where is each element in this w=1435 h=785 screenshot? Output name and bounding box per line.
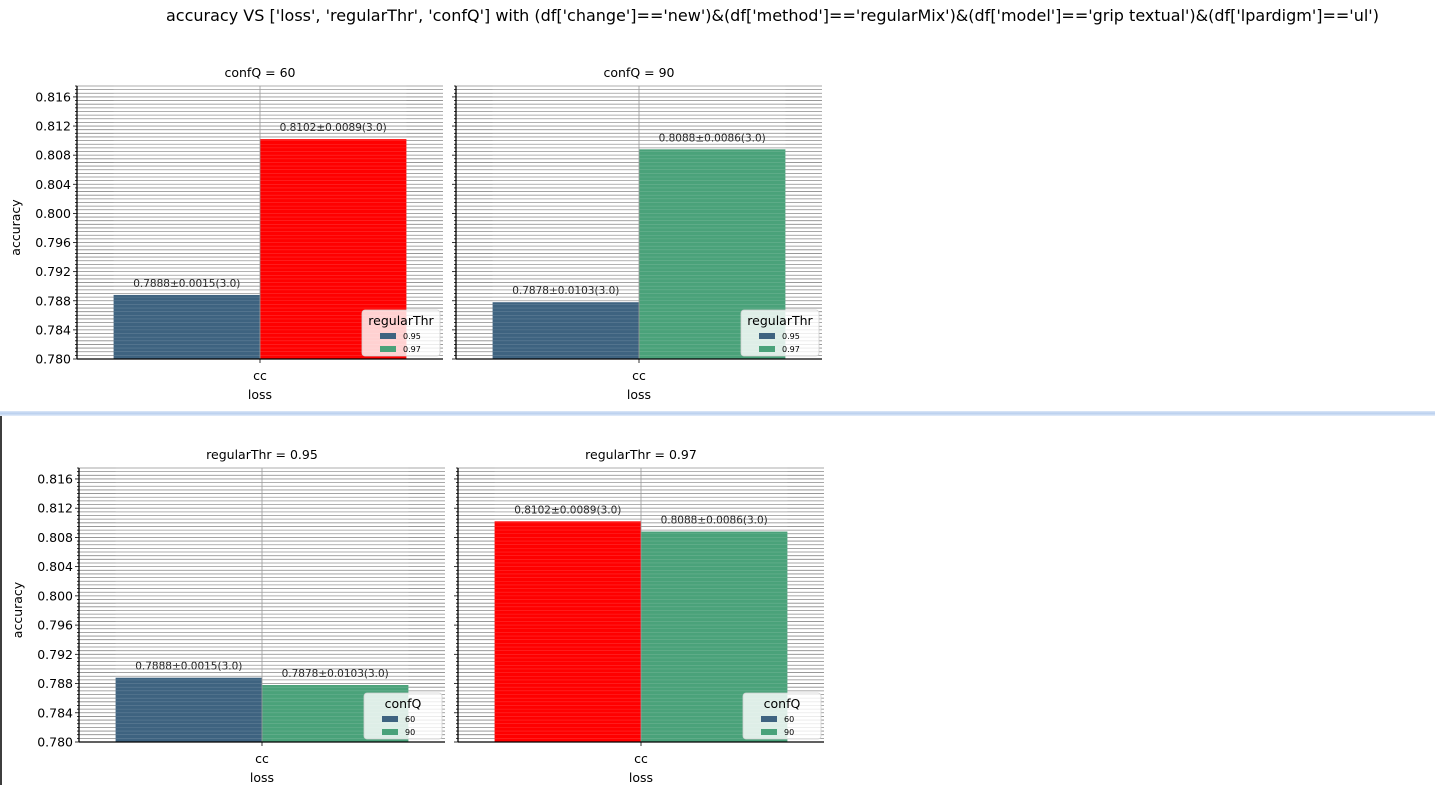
chart-panel-1: 0.7888±0.0015(3.0) 0.8102±0.0089(3.0) 0.78… <box>8 65 443 402</box>
legend-swatch <box>761 716 777 722</box>
legend: regularThr 0.95 0.97 <box>361 309 441 357</box>
legend-swatch <box>380 346 396 352</box>
y-tick-label: 0.804 <box>37 559 73 574</box>
x-tick-label: cc <box>253 368 267 383</box>
y-tick-label: 0.792 <box>37 647 73 662</box>
legend-label: 90 <box>784 728 794 737</box>
bar-value-label: 0.7878±0.0103(3.0) <box>512 285 619 297</box>
y-axis-label: accuracy <box>10 581 25 638</box>
bar-value-label: 0.7888±0.0015(3.0) <box>135 661 242 673</box>
legend-label: 0.95 <box>782 332 800 341</box>
x-tick-label: cc <box>634 751 648 766</box>
bar-value-label: 0.7888±0.0015(3.0) <box>133 278 240 290</box>
bar-value-label: 0.7878±0.0103(3.0) <box>282 668 389 680</box>
y-tick-label: 0.788 <box>35 293 71 308</box>
y-tick-label: 0.784 <box>37 705 73 720</box>
subplot-title: regularThr = 0.95 <box>206 447 318 462</box>
x-axis-label: loss <box>248 387 272 402</box>
chart-panel-4: 0.8102±0.0089(3.0) 0.8088±0.0086(3.0) cc lo… <box>454 447 824 785</box>
bar-value-label: 0.8088±0.0086(3.0) <box>661 515 768 527</box>
legend-box <box>361 309 441 357</box>
bar-0.95 <box>492 302 639 359</box>
subplot-title: confQ = 60 <box>224 65 295 80</box>
legend-label: 60 <box>405 715 415 724</box>
y-tick-label: 0.800 <box>37 588 73 603</box>
figure-title: accuracy VS ['loss', 'regularThr', 'conf… <box>166 6 1379 25</box>
bar-0.95 <box>113 294 260 359</box>
x-axis-label: loss <box>250 770 274 785</box>
legend-label: 90 <box>405 728 415 737</box>
y-tick-label: 0.808 <box>37 530 73 545</box>
panel-divider <box>0 411 1435 416</box>
legend-label: 0.97 <box>403 345 421 354</box>
y-axis-label: accuracy <box>8 199 23 256</box>
bar-60 <box>494 521 641 742</box>
legend: confQ 60 90 <box>363 692 443 740</box>
y-tick-label: 0.792 <box>35 264 71 279</box>
y-tick-label: 0.784 <box>35 322 71 337</box>
x-tick-label: cc <box>255 751 269 766</box>
legend-title: regularThr <box>747 313 813 328</box>
bar-value-label: 0.8088±0.0086(3.0) <box>659 132 766 144</box>
legend-box <box>363 692 443 740</box>
y-tick-label: 0.780 <box>35 352 71 367</box>
y-tick-label: 0.796 <box>35 235 71 250</box>
bar-60 <box>115 677 262 742</box>
y-tick-label: 0.812 <box>37 501 73 516</box>
legend-title: regularThr <box>368 313 434 328</box>
subplot-title: confQ = 90 <box>603 65 674 80</box>
legend: confQ 60 90 <box>742 692 822 740</box>
legend-box <box>740 309 820 357</box>
x-axis-label: loss <box>629 770 653 785</box>
legend-title: confQ <box>764 696 801 711</box>
legend-swatch <box>761 729 777 735</box>
y-tick-label: 0.808 <box>35 148 71 163</box>
y-tick-label: 0.788 <box>37 676 73 691</box>
x-tick-label: cc <box>632 368 646 383</box>
y-tick-label: 0.800 <box>35 206 71 221</box>
legend-label: 60 <box>784 715 794 724</box>
subplot-title: regularThr = 0.97 <box>585 447 697 462</box>
y-tick-label: 0.804 <box>35 177 71 192</box>
y-tick-label: 0.812 <box>35 119 71 134</box>
chart-panel-3: 0.7888±0.0015(3.0) 0.7878±0.0103(3.0) 0.78… <box>10 447 445 785</box>
chart-panel-2: 0.7878±0.0103(3.0) 0.8088±0.0086(3.0) cc lo… <box>452 65 822 402</box>
legend-box <box>742 692 822 740</box>
y-tick-label: 0.816 <box>37 471 73 486</box>
legend: regularThr 0.95 0.97 <box>740 309 820 357</box>
legend-swatch <box>382 729 398 735</box>
legend-label: 0.97 <box>782 345 800 354</box>
legend-swatch <box>380 333 396 339</box>
bar-value-label: 0.8102±0.0089(3.0) <box>514 504 621 516</box>
legend-label: 0.95 <box>403 332 421 341</box>
y-tick-label: 0.796 <box>37 618 73 633</box>
legend-swatch <box>759 346 775 352</box>
legend-swatch <box>759 333 775 339</box>
bar-value-label: 0.8102±0.0089(3.0) <box>280 122 387 134</box>
legend-swatch <box>382 716 398 722</box>
y-tick-label: 0.780 <box>37 735 73 750</box>
y-tick-label: 0.816 <box>35 89 71 104</box>
x-axis-label: loss <box>627 387 651 402</box>
legend-title: confQ <box>385 696 422 711</box>
window-left-edge <box>0 416 2 785</box>
